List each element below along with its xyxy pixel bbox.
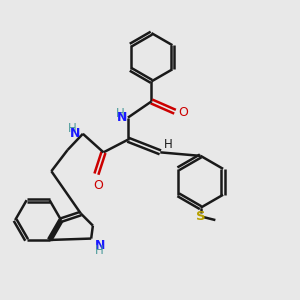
Text: O: O (93, 179, 103, 192)
Text: H: H (68, 122, 77, 135)
Text: H: H (164, 138, 173, 151)
Text: O: O (178, 106, 188, 119)
Text: H: H (95, 244, 104, 257)
Text: N: N (117, 111, 127, 124)
Text: N: N (95, 238, 105, 251)
Text: H: H (116, 107, 124, 120)
Text: S: S (196, 210, 206, 223)
Text: N: N (70, 127, 80, 140)
